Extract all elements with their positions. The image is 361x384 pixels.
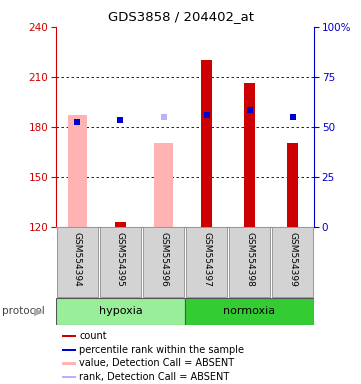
FancyBboxPatch shape bbox=[100, 227, 141, 297]
Text: GSM554398: GSM554398 bbox=[245, 232, 254, 287]
FancyBboxPatch shape bbox=[56, 298, 185, 325]
FancyBboxPatch shape bbox=[272, 227, 313, 297]
FancyBboxPatch shape bbox=[143, 227, 184, 297]
Bar bbox=[201, 60, 212, 227]
Text: GSM554399: GSM554399 bbox=[288, 232, 297, 287]
Text: GSM554397: GSM554397 bbox=[202, 232, 211, 287]
Text: count: count bbox=[79, 331, 107, 341]
Bar bbox=[115, 222, 126, 227]
Text: GSM554396: GSM554396 bbox=[159, 232, 168, 287]
Text: rank, Detection Call = ABSENT: rank, Detection Call = ABSENT bbox=[79, 372, 230, 382]
Bar bbox=[154, 143, 173, 227]
FancyBboxPatch shape bbox=[186, 227, 227, 297]
Bar bbox=[62, 376, 75, 378]
Bar bbox=[62, 335, 75, 337]
Text: protocol: protocol bbox=[2, 306, 44, 316]
Bar bbox=[244, 83, 255, 227]
Bar bbox=[62, 349, 75, 351]
FancyBboxPatch shape bbox=[229, 227, 270, 297]
Text: value, Detection Call = ABSENT: value, Detection Call = ABSENT bbox=[79, 358, 234, 368]
Text: percentile rank within the sample: percentile rank within the sample bbox=[79, 345, 244, 355]
Text: normoxia: normoxia bbox=[223, 306, 275, 316]
Text: GDS3858 / 204402_at: GDS3858 / 204402_at bbox=[108, 10, 253, 23]
Bar bbox=[62, 362, 75, 364]
Text: GSM554395: GSM554395 bbox=[116, 232, 125, 287]
Text: hypoxia: hypoxia bbox=[99, 306, 142, 316]
FancyBboxPatch shape bbox=[185, 298, 314, 325]
Bar bbox=[287, 143, 298, 227]
Text: GSM554394: GSM554394 bbox=[73, 232, 82, 287]
Bar bbox=[68, 115, 87, 227]
Text: ▶: ▶ bbox=[34, 306, 42, 316]
FancyBboxPatch shape bbox=[57, 227, 98, 297]
